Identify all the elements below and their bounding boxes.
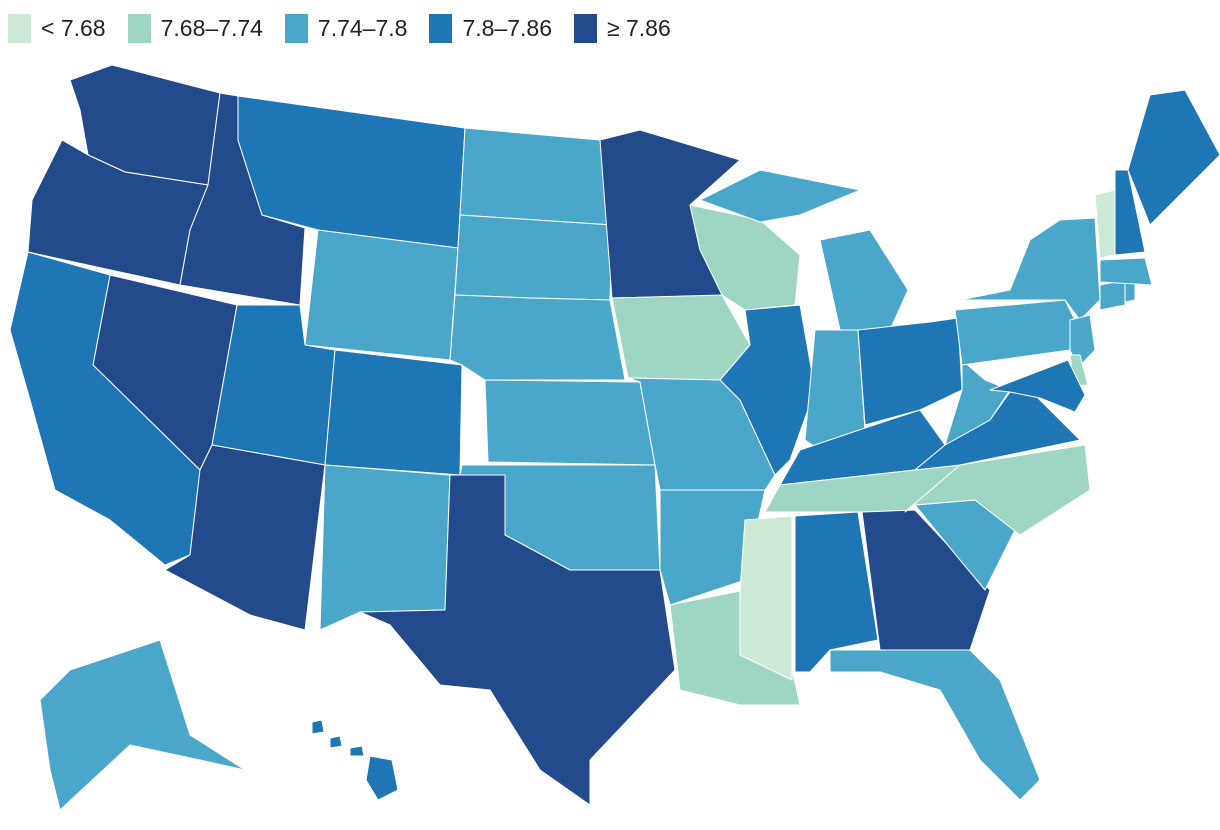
legend-item: < 7.68 — [8, 14, 106, 43]
state-ny[interactable] — [959, 217, 1101, 321]
legend-item: 7.68–7.74 — [127, 14, 263, 43]
state-ak[interactable] — [39, 639, 246, 811]
state-ks[interactable] — [484, 379, 656, 466]
legend-label: 7.74–7.8 — [317, 15, 408, 41]
state-il[interactable] — [719, 304, 816, 476]
state-nc[interactable] — [904, 444, 1091, 536]
state-vt[interactable] — [1094, 189, 1116, 259]
legend-swatch — [429, 14, 453, 43]
state-mi[interactable] — [699, 169, 909, 331]
state-ma[interactable] — [1099, 257, 1153, 286]
state-oh[interactable] — [857, 317, 963, 426]
state-ne[interactable] — [449, 294, 626, 381]
legend-item: 7.8–7.86 — [429, 14, 552, 43]
state-ct[interactable] — [1099, 279, 1126, 311]
state-pa[interactable] — [954, 299, 1081, 366]
legend-item: ≥ 7.86 — [573, 14, 671, 43]
state-ca[interactable] — [9, 251, 201, 566]
legend: < 7.68 7.68–7.74 7.74–7.8 7.8–7.86 ≥ 7.8… — [8, 14, 671, 43]
state-wy[interactable] — [304, 229, 459, 361]
state-hi[interactable] — [311, 719, 399, 801]
legend-swatch — [284, 14, 308, 43]
state-ga[interactable] — [861, 509, 991, 651]
state-md[interactable] — [989, 359, 1086, 413]
state-ar[interactable] — [659, 489, 766, 606]
state-co[interactable] — [324, 349, 463, 476]
legend-label: 7.8–7.86 — [462, 15, 552, 41]
legend-swatch — [8, 14, 31, 43]
state-nh[interactable] — [1114, 169, 1146, 256]
state-tx[interactable] — [359, 474, 676, 806]
legend-swatch — [127, 14, 151, 43]
state-az[interactable] — [164, 444, 326, 631]
legend-label: ≥ 7.86 — [606, 15, 671, 41]
legend-label: 7.68–7.74 — [160, 15, 263, 41]
state-nm[interactable] — [319, 464, 451, 631]
state-ia[interactable] — [611, 294, 751, 381]
state-wv[interactable] — [944, 359, 1011, 446]
state-nd[interactable] — [459, 127, 613, 226]
state-fl[interactable] — [829, 649, 1041, 801]
legend-item: 7.74–7.8 — [284, 14, 408, 43]
state-ms[interactable] — [739, 515, 793, 681]
legend-label: < 7.68 — [41, 15, 106, 41]
state-me[interactable] — [1127, 89, 1220, 226]
state-sd[interactable] — [454, 214, 613, 301]
legend-swatch — [573, 14, 597, 43]
